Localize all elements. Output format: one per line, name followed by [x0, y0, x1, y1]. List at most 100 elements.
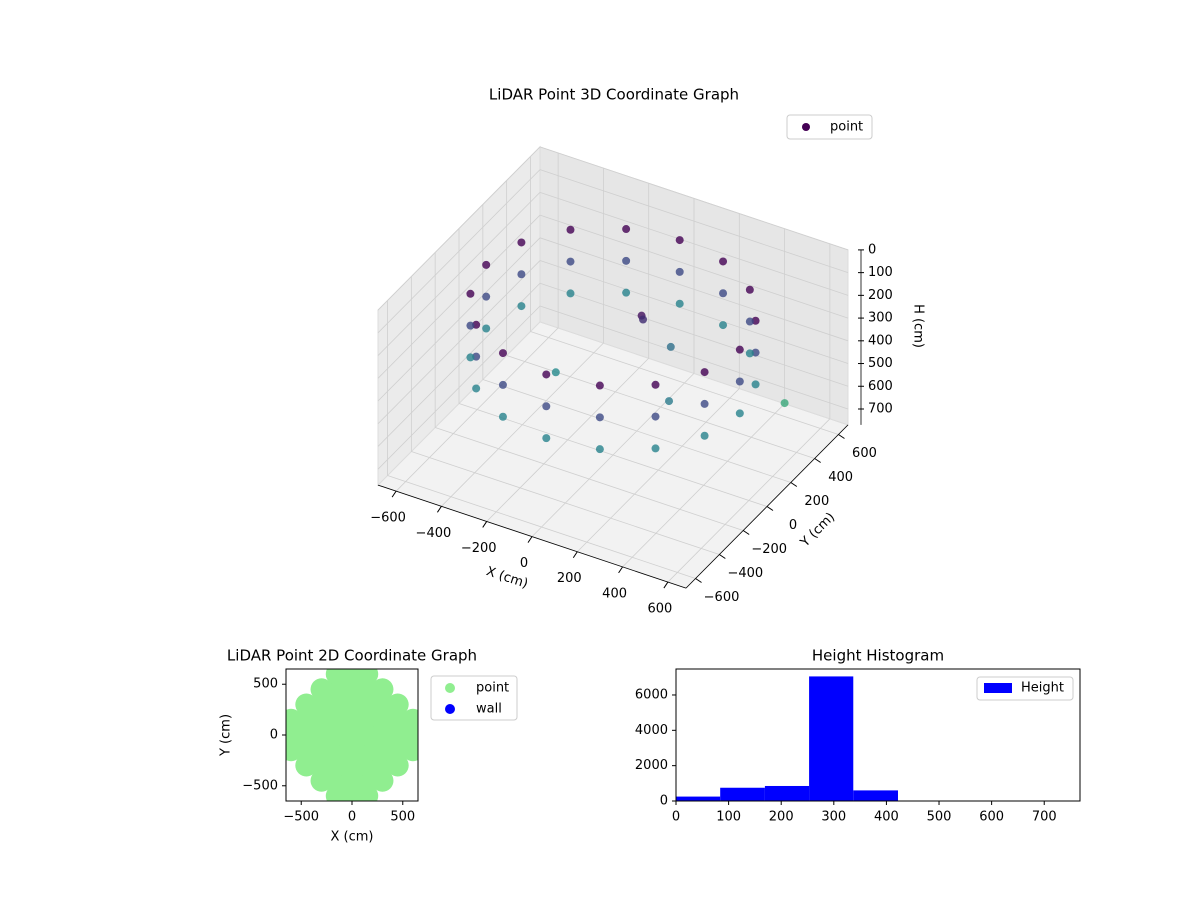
x-tick-label: 500	[927, 810, 952, 825]
point	[325, 769, 348, 792]
point	[325, 693, 348, 716]
z-tick-label: 400	[868, 333, 893, 348]
x-tick-label: 200	[557, 571, 582, 586]
legend-label: point	[476, 681, 509, 696]
x-tick	[572, 551, 578, 559]
x-tick-label: 0	[520, 556, 528, 571]
point	[341, 708, 363, 731]
bar	[720, 787, 765, 801]
point	[356, 678, 379, 701]
point	[295, 708, 318, 731]
grid-line	[377, 282, 541, 447]
point	[700, 399, 709, 408]
point	[745, 285, 754, 294]
point	[498, 349, 507, 358]
y-axis-label: Y (cm)	[219, 714, 234, 757]
point	[295, 739, 318, 762]
legend-marker	[802, 123, 810, 131]
grid-line	[539, 282, 849, 387]
point	[310, 754, 333, 777]
z-tick-label: 200	[868, 288, 893, 303]
point	[295, 754, 318, 777]
point	[295, 724, 318, 746]
x-tick-label: 600	[979, 810, 1004, 825]
grid-line	[482, 379, 791, 483]
point	[341, 678, 363, 701]
y-tick	[838, 434, 845, 439]
point	[751, 380, 760, 389]
point	[719, 257, 728, 266]
y-tick-label: 600	[852, 446, 877, 461]
legend-box	[786, 114, 873, 140]
z-tick-label: 300	[868, 311, 893, 326]
y-tick-label: 0	[270, 728, 278, 743]
x-tick-label: 400	[874, 810, 899, 825]
axes-frame	[675, 668, 1081, 802]
x-axis-line	[377, 484, 687, 589]
point	[639, 315, 648, 324]
bar	[853, 790, 898, 801]
point	[551, 368, 560, 377]
point	[595, 445, 604, 454]
y-tick-label: 500	[253, 677, 278, 692]
point	[735, 345, 744, 354]
grid-line	[539, 191, 849, 296]
point	[665, 397, 674, 406]
point	[719, 321, 728, 330]
grid-line	[435, 427, 744, 531]
y-tick-label: −200	[751, 542, 787, 557]
y-tick-label: −500	[242, 778, 278, 793]
grid-line	[377, 169, 541, 334]
point	[675, 299, 684, 308]
chart-title: LiDAR Point 2D Coordinate Graph	[227, 647, 477, 665]
y-tick	[790, 482, 798, 487]
x-tick-label: −200	[461, 541, 497, 556]
x-tick-label: −400	[416, 526, 452, 541]
y-tick	[742, 530, 750, 535]
point	[482, 324, 491, 333]
chart-histogram: Height 0 100 200 300 400 500 600 700 0 2000 4000 600…	[635, 647, 1081, 825]
x-tick	[527, 536, 533, 543]
y-tick	[719, 554, 726, 559]
point	[341, 724, 363, 746]
point	[371, 769, 394, 792]
x-tick-label: 200	[769, 810, 794, 825]
point	[356, 769, 379, 792]
y-tick-label: −400	[727, 566, 763, 581]
legend-label: point	[830, 120, 863, 135]
x-tick	[391, 490, 397, 498]
point	[700, 368, 709, 377]
grid-line	[539, 146, 849, 251]
point	[310, 769, 333, 792]
point	[341, 739, 363, 762]
point	[371, 724, 394, 746]
point	[745, 349, 754, 358]
chart-3d: −600−400−2000200400600−600−400−200020040…	[370, 86, 925, 617]
point	[325, 678, 348, 701]
point	[295, 693, 318, 716]
point	[542, 402, 551, 411]
point	[675, 267, 684, 276]
point	[622, 256, 631, 265]
y-tick-label: 200	[804, 494, 829, 509]
point	[356, 693, 379, 716]
point	[780, 399, 789, 408]
point	[325, 708, 348, 731]
x-tick-label: −500	[283, 810, 319, 825]
x-tick	[663, 581, 669, 589]
point	[517, 238, 526, 247]
grid-line	[377, 305, 541, 470]
point	[386, 754, 409, 777]
point	[651, 412, 660, 421]
point	[341, 693, 363, 716]
bar	[676, 796, 721, 801]
point	[325, 754, 348, 777]
point	[341, 769, 363, 792]
y-tick-label: −600	[704, 590, 740, 605]
point	[700, 431, 709, 440]
point	[401, 708, 418, 731]
point	[651, 444, 660, 453]
point	[466, 321, 475, 330]
y-axis-label: Y (cm)	[797, 510, 838, 551]
